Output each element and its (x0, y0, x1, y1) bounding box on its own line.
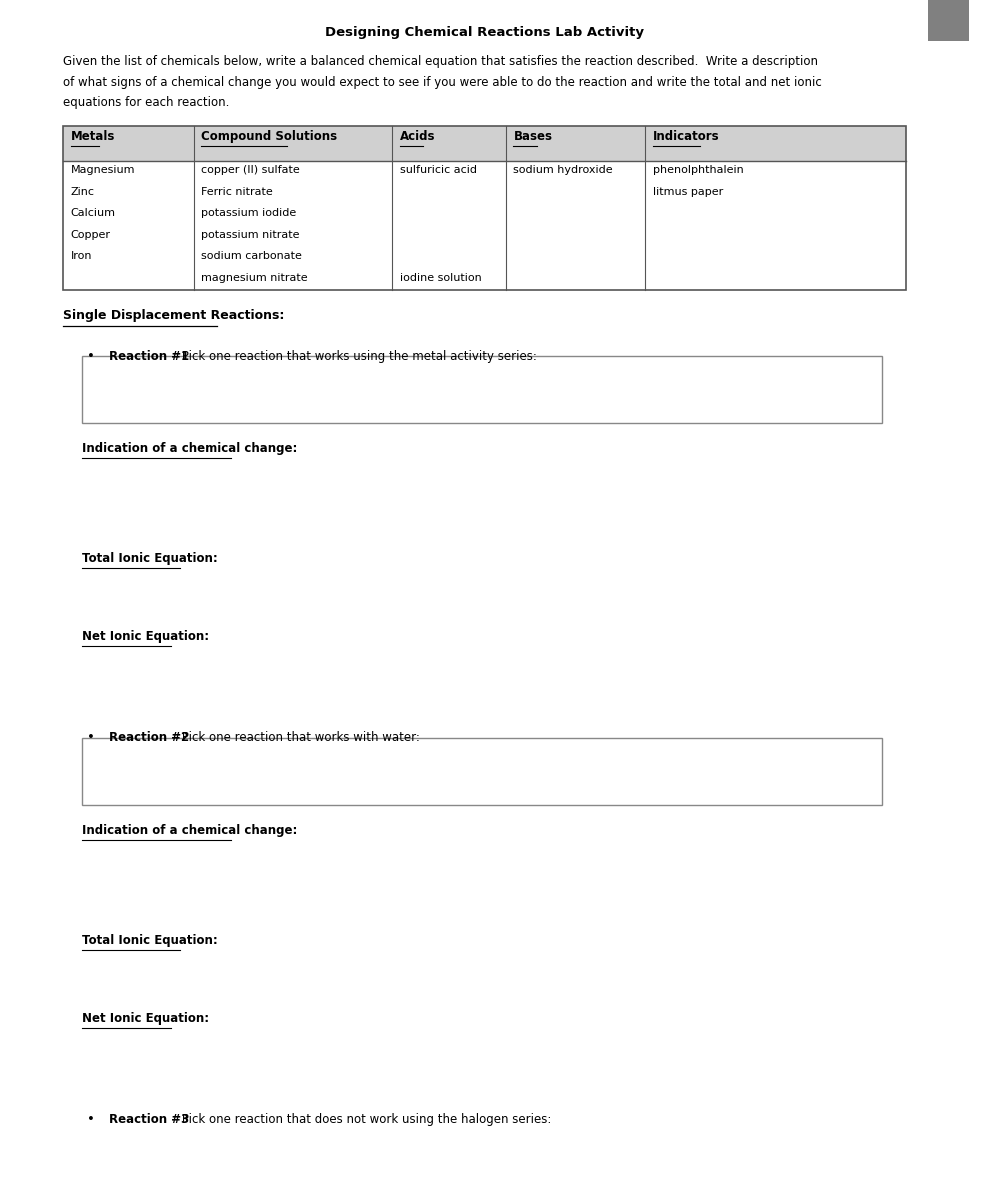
Text: Net Ionic Equation:: Net Ionic Equation: (82, 1012, 209, 1025)
Text: Single Displacement Reactions:: Single Displacement Reactions: (63, 310, 285, 322)
Polygon shape (82, 1120, 882, 1187)
Text: litmus paper: litmus paper (652, 187, 722, 197)
Text: - Pick one reaction that works with water:: - Pick one reaction that works with wate… (170, 731, 420, 744)
Text: Acids: Acids (400, 130, 435, 143)
Text: Compound Solutions: Compound Solutions (201, 130, 338, 143)
Text: Reaction #1: Reaction #1 (108, 349, 188, 362)
Text: Metals: Metals (71, 130, 115, 143)
Text: Net Ionic Equation:: Net Ionic Equation: (82, 630, 209, 643)
Text: - Pick one reaction that works using the metal activity series:: - Pick one reaction that works using the… (170, 349, 537, 362)
Text: sodium hydroxide: sodium hydroxide (513, 166, 613, 175)
Text: •: • (87, 1112, 95, 1126)
Text: copper (II) sulfate: copper (II) sulfate (201, 166, 301, 175)
Text: sodium carbonate: sodium carbonate (201, 251, 303, 262)
Text: Iron: Iron (71, 251, 92, 262)
Text: Calcium: Calcium (71, 209, 116, 218)
Text: potassium iodide: potassium iodide (201, 209, 297, 218)
Text: potassium nitrate: potassium nitrate (201, 229, 300, 240)
Polygon shape (82, 738, 882, 805)
Text: •: • (87, 731, 95, 744)
Text: Magnesium: Magnesium (71, 166, 135, 175)
FancyBboxPatch shape (928, 0, 969, 41)
Text: Indication of a chemical change:: Indication of a chemical change: (82, 824, 298, 836)
Text: Indicators: Indicators (652, 130, 719, 143)
Text: Indication of a chemical change:: Indication of a chemical change: (82, 443, 298, 455)
Text: sulfuricic acid: sulfuricic acid (400, 166, 477, 175)
Polygon shape (82, 356, 882, 424)
Text: equations for each reaction.: equations for each reaction. (63, 96, 229, 109)
Text: •: • (87, 349, 95, 362)
Text: Total Ionic Equation:: Total Ionic Equation: (82, 552, 218, 565)
Text: Total Ionic Equation:: Total Ionic Equation: (82, 934, 218, 947)
Text: Designing Chemical Reactions Lab Activity: Designing Chemical Reactions Lab Activit… (326, 25, 644, 38)
Text: Bases: Bases (513, 130, 552, 143)
Text: iodine solution: iodine solution (400, 272, 481, 283)
Text: Ferric nitrate: Ferric nitrate (201, 187, 274, 197)
Text: phenolphthalein: phenolphthalein (652, 166, 743, 175)
Text: Reaction #3: Reaction #3 (108, 1112, 188, 1126)
Text: Copper: Copper (71, 229, 111, 240)
Text: of what signs of a chemical change you would expect to see if you were able to d: of what signs of a chemical change you w… (63, 76, 822, 89)
Text: magnesium nitrate: magnesium nitrate (201, 272, 308, 283)
Polygon shape (63, 126, 907, 161)
Text: Given the list of chemicals below, write a balanced chemical equation that satis: Given the list of chemicals below, write… (63, 55, 818, 68)
Text: Zinc: Zinc (71, 187, 95, 197)
Polygon shape (63, 126, 907, 137)
Text: Reaction #2: Reaction #2 (108, 731, 188, 744)
Text: - Pick one reaction that does not work using the halogen series:: - Pick one reaction that does not work u… (170, 1112, 551, 1126)
